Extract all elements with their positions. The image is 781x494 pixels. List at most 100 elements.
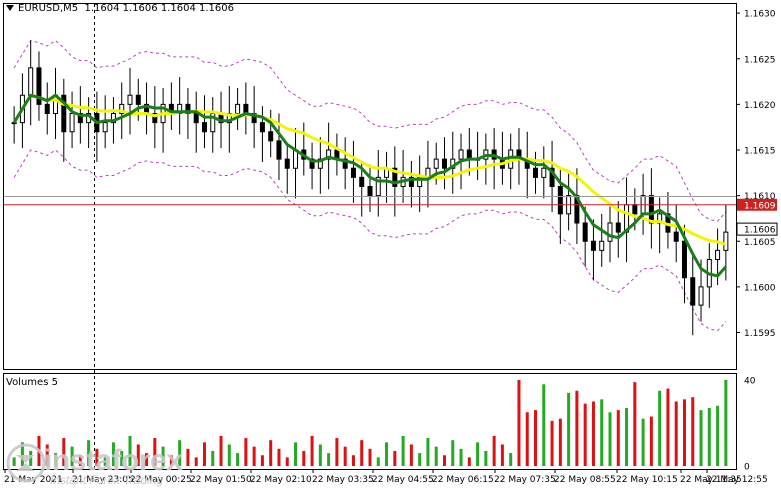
time-label-1: 21 May 23:05 [72,475,134,485]
volume-bar [724,380,728,466]
volume-bar [294,442,298,466]
volume-bar [244,438,248,466]
volume-bar [575,390,579,466]
volume-bar [335,438,339,466]
candle-body [309,158,315,169]
symbol-timeframe: EURUSD,M5 [18,3,79,14]
volume-bar [269,440,273,466]
volume-bar [310,435,314,466]
candle-body [36,67,42,105]
volume-bar [649,416,653,466]
volume-bar [534,410,538,466]
candle-body [632,204,638,215]
volume-bar [467,457,471,466]
candle-body [350,167,356,178]
volume-bar [227,444,231,466]
candle-body [259,122,265,133]
candle-body [681,240,687,279]
candle-body [276,140,282,160]
candle-body [458,149,464,160]
volume-axis: 40 0 [744,377,756,473]
volume-bar [484,450,488,466]
price-panel-frame [3,3,737,370]
volume-bar [691,397,695,466]
candle-body [235,103,241,114]
level-price-tag [737,198,777,211]
volume-bar [517,380,521,466]
volume-bar [285,457,289,466]
candle-body [599,240,605,251]
volume-bar [625,407,629,466]
volume-panel-frame [3,373,737,470]
current-price-tag [736,222,778,236]
volume-bar [393,450,397,466]
volume-bar [145,453,149,466]
current-price-label: 1.1606 [744,226,776,236]
volume-bar [277,448,281,466]
volume-bar [401,435,405,466]
price-tick-label-5: 1.1605 [744,238,776,248]
price-tick-label-6: 1.1600 [744,283,776,293]
candle-body [433,158,439,169]
volume-bar [641,418,645,466]
candle-body [582,222,588,242]
candle-body [127,94,133,105]
volume-bar [476,442,480,466]
volume-bar [252,446,256,466]
volume-bar [236,453,240,466]
volume-bar [600,399,604,466]
volume-bar [591,401,595,466]
volume-bar [87,440,91,466]
candle-body [590,240,596,251]
price-tick-label-3: 1.1615 [744,147,776,157]
candles-group [11,40,729,336]
price-tick-label-2: 1.1620 [744,101,776,111]
candle-body [201,122,207,133]
time-label-4: 22 May 02:10 [250,475,312,485]
volume-bar [20,442,24,466]
volume-bar [260,455,264,466]
volume-bar [62,438,66,466]
volume-bar [616,410,620,466]
volume-bar [194,457,198,466]
candle-body [11,122,17,125]
volume-bar [318,444,322,466]
volume-bar [674,401,678,466]
volume-bar [658,390,662,466]
candle-body [135,94,141,105]
price-tick-label-4: 1.1610 [744,192,776,202]
candle-body [359,176,365,187]
envelope-lower [13,149,727,332]
volume-bar [70,446,74,466]
volume-bar [103,457,107,466]
candle-body [615,222,621,233]
candle-body [69,113,75,133]
dropdown-triangle-icon[interactable] [6,5,14,11]
candle-body [326,149,332,160]
volume-bar [492,435,496,466]
candle-body [28,67,34,96]
volume-bar [500,444,504,466]
candle-body [61,94,67,133]
volume-bar [558,418,562,466]
time-label-3: 22 May 01:50 [190,475,252,485]
volume-bar [161,446,165,466]
volume-bar [525,412,529,466]
volume-bar [376,457,380,466]
volume-bar [608,412,612,466]
watermark-name: instaforex [44,444,183,477]
candle-body [110,113,116,124]
time-label-10: 22 May 10:15 [616,475,678,485]
volume-title: Volumes 5 [6,377,58,388]
volume-bar [418,453,422,466]
volume-bar [211,450,215,466]
volume-bar [509,453,513,466]
volume-bar [451,440,455,466]
volume-tick-label-1: 0 [744,463,750,473]
volume-bar [707,407,711,466]
volume-tick-label-0: 40 [744,377,756,387]
volume-bar [219,435,223,466]
